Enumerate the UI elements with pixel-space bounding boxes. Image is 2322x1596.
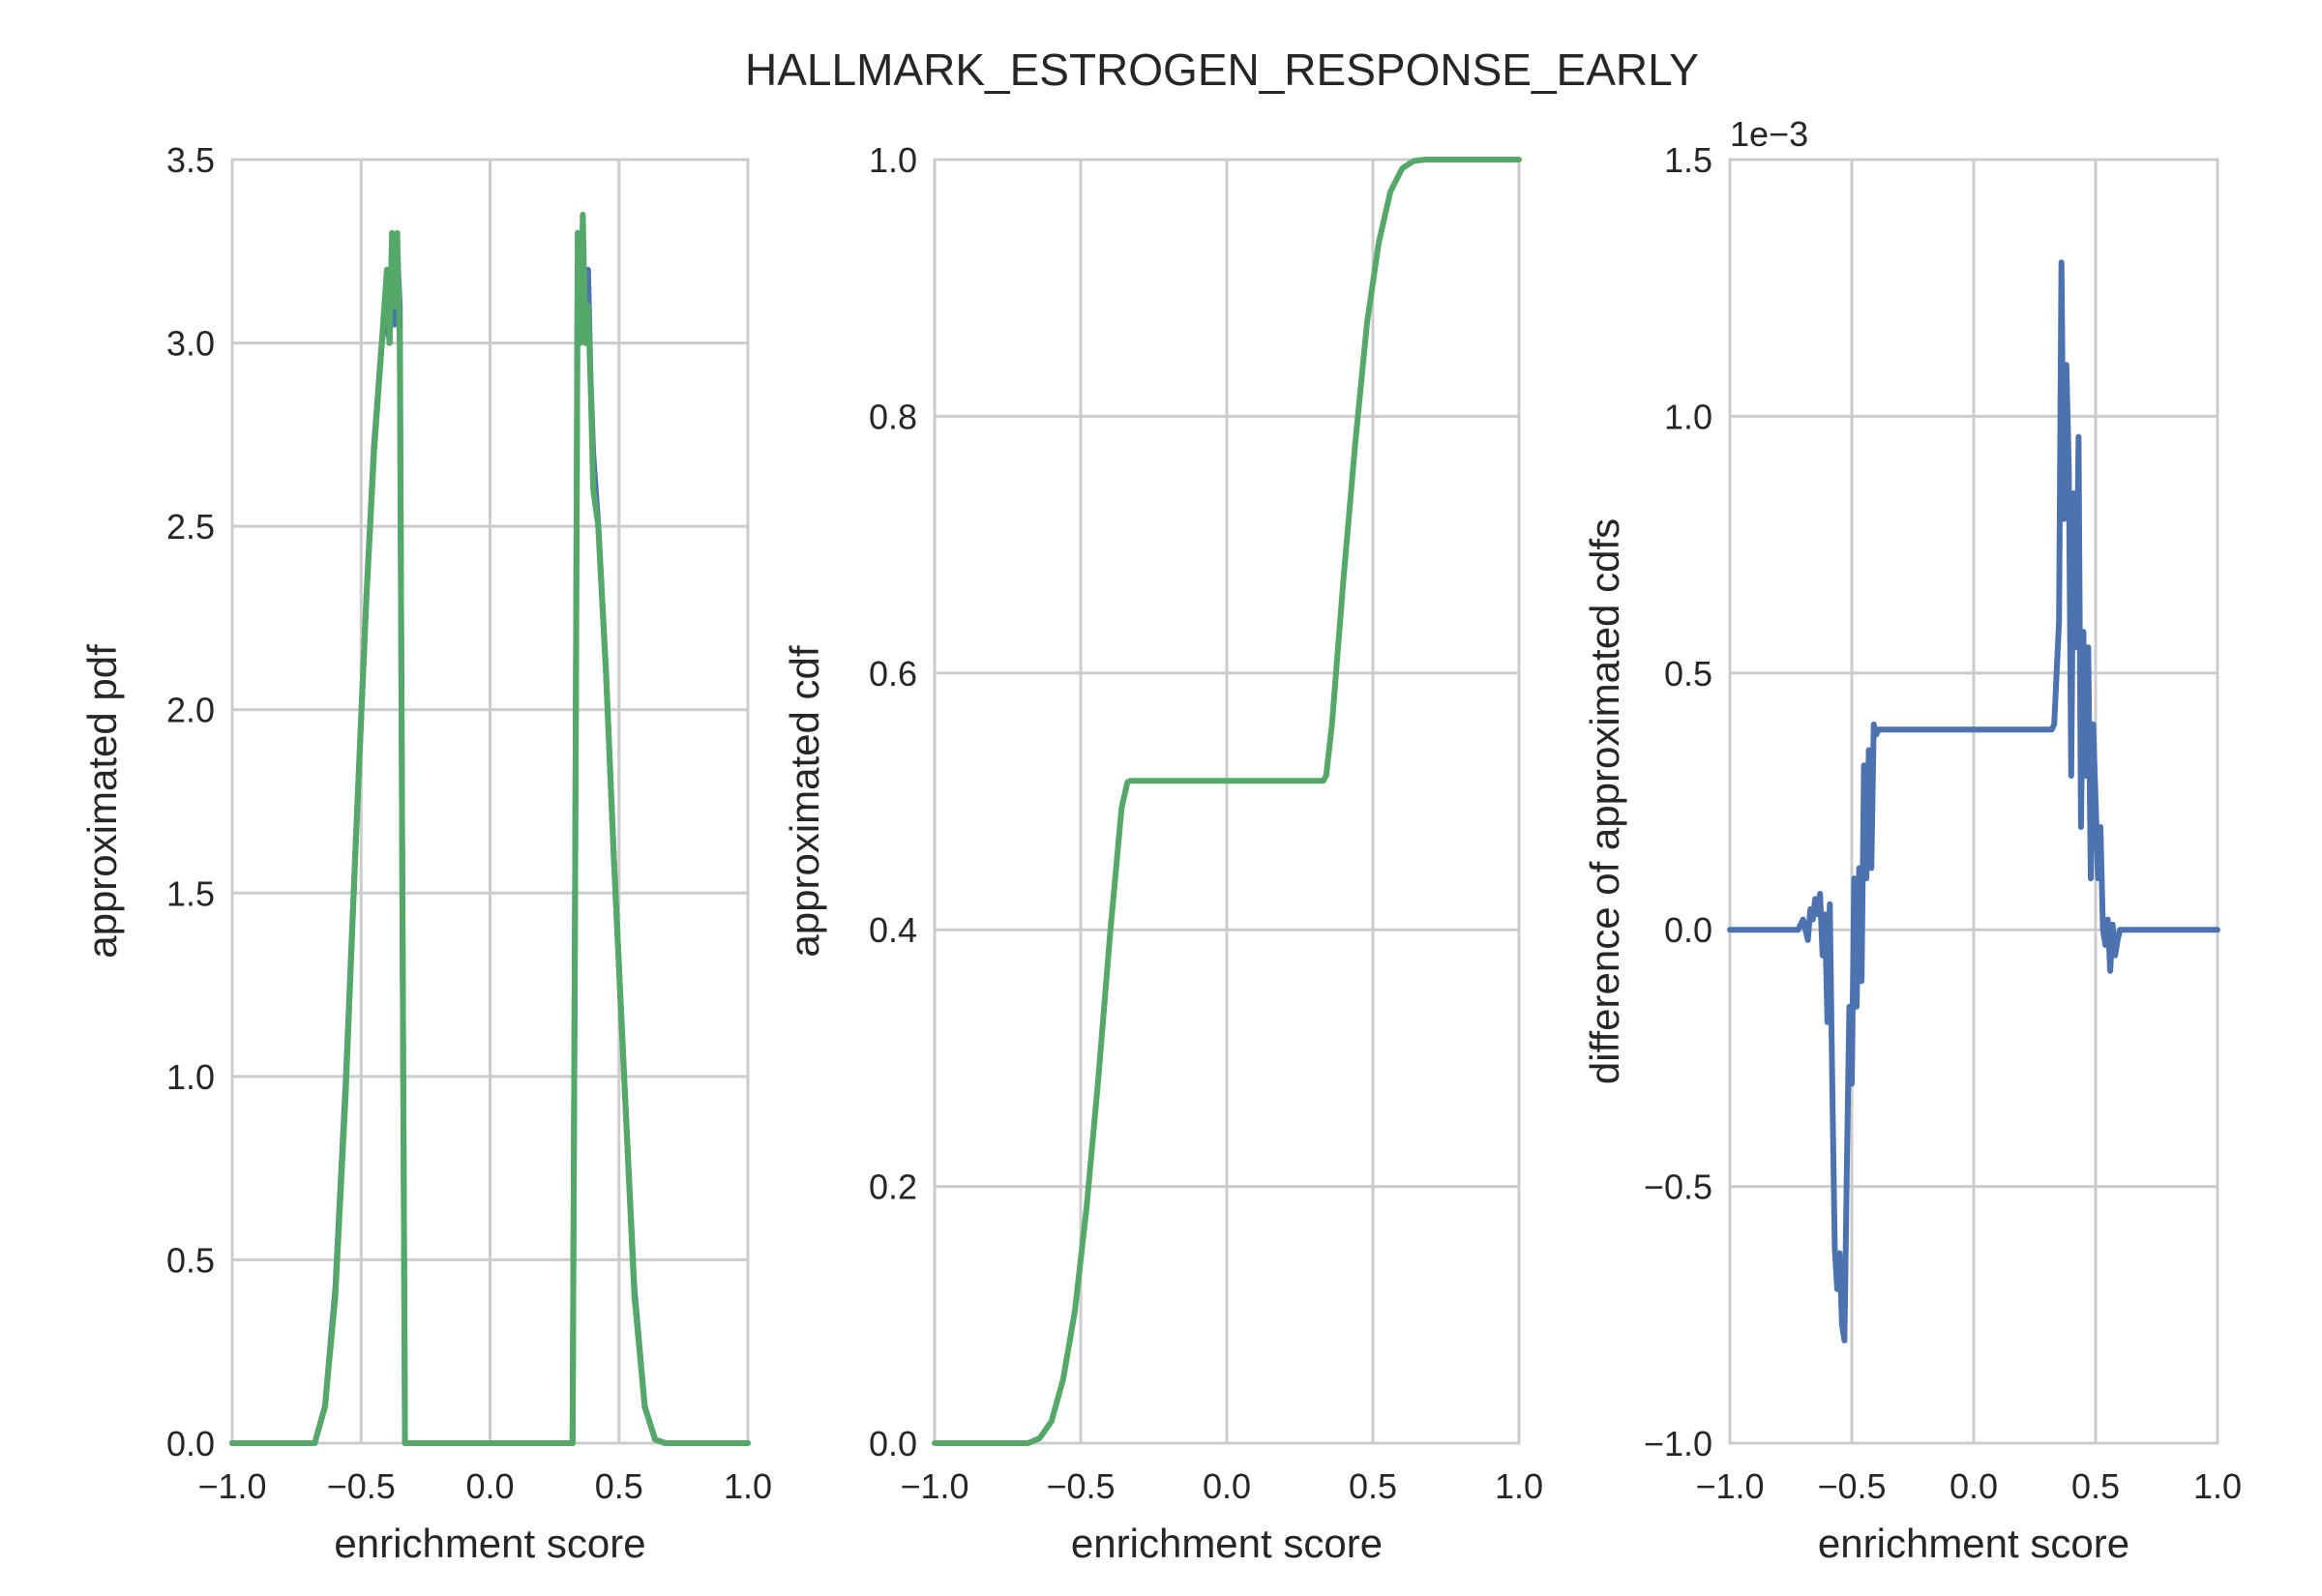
y-tick-label: 0.2 [869,1167,917,1207]
x-tick-label: 0.5 [595,1466,643,1506]
x-axis-label: enrichment score [1071,1521,1383,1566]
series-line [1727,259,2220,1344]
series-line [932,157,1522,1446]
y-tick-label: 0.0 [1664,910,1712,950]
x-tick-label: −1.0 [197,1466,266,1506]
x-tick-label: 0.5 [1349,1466,1397,1506]
y-tick-label: 0.5 [166,1240,215,1280]
x-axis-label: enrichment score [1818,1521,2129,1566]
y-tick-label: 0.0 [166,1424,215,1463]
y-tick-label: −1.0 [1644,1424,1712,1463]
y-tick-label: 0.8 [869,397,917,436]
x-tick-label: −0.5 [327,1466,396,1506]
y-tick-label: 3.5 [166,140,215,180]
y-tick-label: 1.0 [1664,397,1712,436]
x-tick-label: 1.0 [1495,1466,1543,1506]
x-tick-label: 0.5 [2071,1466,2120,1506]
y-tick-label: 3.0 [166,324,215,364]
y-tick-label: 0.4 [869,910,917,950]
y-tick-label: 0.0 [869,1424,917,1463]
x-tick-label: −1.0 [1695,1466,1764,1506]
x-tick-label: 1.0 [724,1466,772,1506]
x-tick-label: 0.0 [465,1466,514,1506]
difference-panel: −1.0 −0.5 0.0 0.5 1.0 −1.0 −0.5 0.0 0.5 1.0 1.5 enr… [1582,114,2242,1566]
y-axis-label: approximated cdf [782,645,827,958]
x-axis-label: enrichment score [334,1521,645,1566]
pdf-panel: −1.0 −0.5 0.0 0.5 1.0 0.0 0.5 1.0 1.5 2.0 2.5 3.0 3.… [79,140,772,1566]
axes-frame [933,158,1521,1445]
x-tick-label: 1.0 [2193,1466,2242,1506]
x-tick-label: 0.0 [1950,1466,1998,1506]
y-axis-label: approximated pdf [79,644,125,959]
y-tick-label: 1.5 [1664,140,1712,180]
y-tick-label: 1.0 [869,140,917,180]
y-tick-label: 2.0 [166,691,215,730]
axes-frame [1728,158,2219,1445]
x-tick-label: −0.5 [1817,1466,1886,1506]
x-tick-label: −1.0 [900,1466,968,1506]
cdf-panel: −1.0 −0.5 0.0 0.5 1.0 0.0 0.2 0.4 0.6 0.8 1.0 enric… [782,140,1543,1566]
axis-scale-label: 1e−3 [1730,114,1808,154]
y-axis-label: difference of approximated cdfs [1582,518,1627,1084]
series-line [229,211,751,1446]
y-tick-label: 1.0 [166,1057,215,1097]
y-tick-label: 2.5 [166,507,215,547]
y-tick-label: −0.5 [1644,1167,1712,1207]
x-tick-label: −0.5 [1046,1466,1115,1506]
x-tick-label: 0.0 [1203,1466,1251,1506]
chart-title: HALLMARK_ESTROGEN_RESPONSE_EARLY [745,44,1699,95]
y-tick-label: 0.6 [869,654,917,694]
y-tick-label: 0.5 [1664,654,1712,694]
y-tick-label: 1.5 [166,873,215,913]
